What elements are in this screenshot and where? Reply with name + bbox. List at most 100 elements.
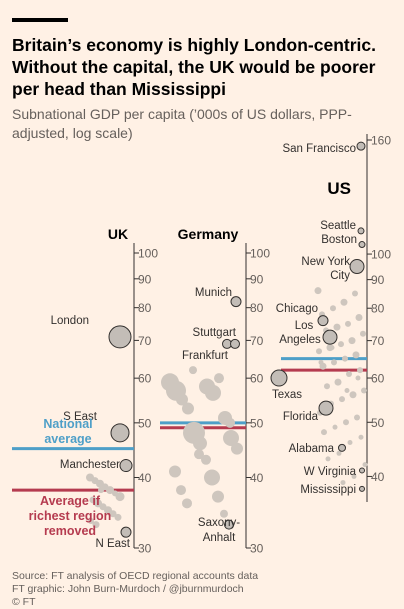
label-los-angeles: Los Angeles — [279, 320, 321, 346]
dot-us — [318, 359, 324, 365]
label-boston: Boston — [321, 234, 357, 246]
dot-uk — [98, 487, 104, 494]
dot-manchester — [119, 459, 133, 473]
tick-label-uk-70: 70 — [138, 334, 152, 348]
dot-us — [357, 367, 363, 374]
dot-frankfurt — [230, 338, 240, 349]
dot-us — [339, 396, 345, 403]
dot-us — [354, 414, 360, 421]
chart-subtitle: Subnational GDP per capita (’000s of US … — [12, 106, 352, 141]
dot-us — [352, 351, 360, 359]
panel-title-uk: UK — [108, 226, 128, 242]
dot-alabama — [338, 443, 346, 452]
tick-label-uk-100: 100 — [138, 247, 158, 261]
dot-germany — [201, 454, 211, 465]
dot-seattle — [357, 227, 365, 235]
dot-germany — [225, 417, 235, 428]
label-manchester: Manchester — [60, 459, 120, 471]
tick-label-uk-60: 60 — [138, 372, 152, 386]
dot-boston — [358, 241, 366, 249]
tick-label-us-60: 60 — [371, 372, 385, 386]
ft-topbar — [12, 18, 68, 22]
dot-germany — [176, 393, 188, 406]
dot-us — [343, 419, 349, 426]
dot-us — [340, 298, 348, 306]
label-alabama: Alabama — [289, 443, 335, 455]
copyright-note: © FT — [12, 596, 36, 608]
label-london: London — [51, 315, 89, 327]
dot-texas — [270, 369, 288, 387]
tick-label-us-50: 50 — [371, 416, 385, 430]
tick-label-germany-50: 50 — [250, 416, 264, 430]
dot-us — [344, 387, 350, 393]
chart-title: Britain’s economy is highly London-centr… — [12, 35, 376, 99]
label-seattle: Seattle — [320, 220, 356, 232]
dot-s-east — [110, 423, 130, 443]
tick-label-germany-70: 70 — [250, 334, 264, 348]
dot-germany — [193, 436, 207, 451]
label-n-east: N East — [95, 538, 130, 550]
dot-us — [360, 330, 366, 337]
dot-us — [316, 348, 322, 355]
dot-us — [348, 337, 356, 345]
tick-label-uk-90: 90 — [138, 272, 152, 286]
dot-chicago — [317, 315, 329, 327]
dot-florida — [318, 400, 334, 416]
dot-us — [332, 424, 338, 430]
tick-label-us-90: 90 — [371, 273, 385, 287]
tick-label-us-70: 70 — [371, 334, 385, 348]
label-florida: Florida — [283, 411, 319, 423]
dot-us — [358, 434, 364, 440]
tick-label-germany-80: 80 — [250, 301, 264, 315]
dot-us — [325, 456, 331, 462]
dot-london — [108, 325, 132, 349]
footer: Source: FT analysis of OECD regional acc… — [12, 570, 258, 609]
dot-us — [355, 313, 363, 321]
label-s-east: S East — [63, 411, 98, 423]
source-note: Source: FT analysis of OECD regional acc… — [12, 570, 259, 582]
dot-us — [331, 359, 337, 366]
dot-uk — [106, 486, 114, 495]
tick-label-us-100: 100 — [371, 248, 391, 262]
dot-us — [351, 473, 357, 479]
panel-us: US 40 50 60 70 80 90 100 160 San Francisco Seattle… — [270, 134, 391, 502]
tick-label-us-160: 160 — [371, 134, 391, 148]
tick-label-uk-40: 40 — [138, 471, 152, 485]
tick-label-uk-50: 50 — [138, 416, 152, 430]
dot-uk — [109, 510, 117, 518]
dot-us — [361, 387, 367, 394]
dot-us — [347, 440, 353, 446]
label-san-francisco: San Francisco — [282, 143, 356, 155]
dot-us — [321, 429, 327, 436]
tick-label-germany-60: 60 — [250, 372, 264, 386]
dot-germany — [214, 373, 224, 384]
dot-us — [338, 341, 344, 348]
dot-germany — [194, 449, 204, 460]
dot-us — [334, 378, 342, 386]
annotation-national-average: National average — [43, 417, 92, 446]
dot-germany — [212, 490, 224, 503]
dot-us — [355, 375, 361, 381]
dot-us — [362, 462, 368, 468]
dot-germany — [204, 469, 220, 486]
dot-germany — [182, 498, 192, 509]
dot-us — [340, 480, 346, 486]
tick-label-us-40: 40 — [371, 470, 385, 484]
dot-germany — [205, 384, 221, 401]
dot-us — [314, 287, 322, 295]
label-stuttgart: Stuttgart — [193, 327, 237, 339]
tick-label-uk-30: 30 — [138, 542, 152, 556]
dot-germany — [176, 485, 186, 496]
label-mississippi: Mississippi — [300, 484, 356, 496]
credit-note: FT graphic: John Burn-Murdoch / @jburnmu… — [12, 583, 244, 595]
dot-us — [330, 305, 336, 312]
dot-us — [336, 450, 342, 456]
dot-uk — [115, 492, 125, 502]
label-chicago: Chicago — [276, 303, 318, 315]
label-new-york-city: New York City — [301, 256, 350, 282]
dot-germany — [220, 509, 228, 518]
tick-label-germany-90: 90 — [250, 272, 264, 286]
label-texas: Texas — [272, 389, 302, 401]
panel-uk: UK 30 40 50 60 70 80 90 100 London S East Mancheste… — [12, 226, 158, 556]
dot-new-york-city — [349, 259, 365, 275]
